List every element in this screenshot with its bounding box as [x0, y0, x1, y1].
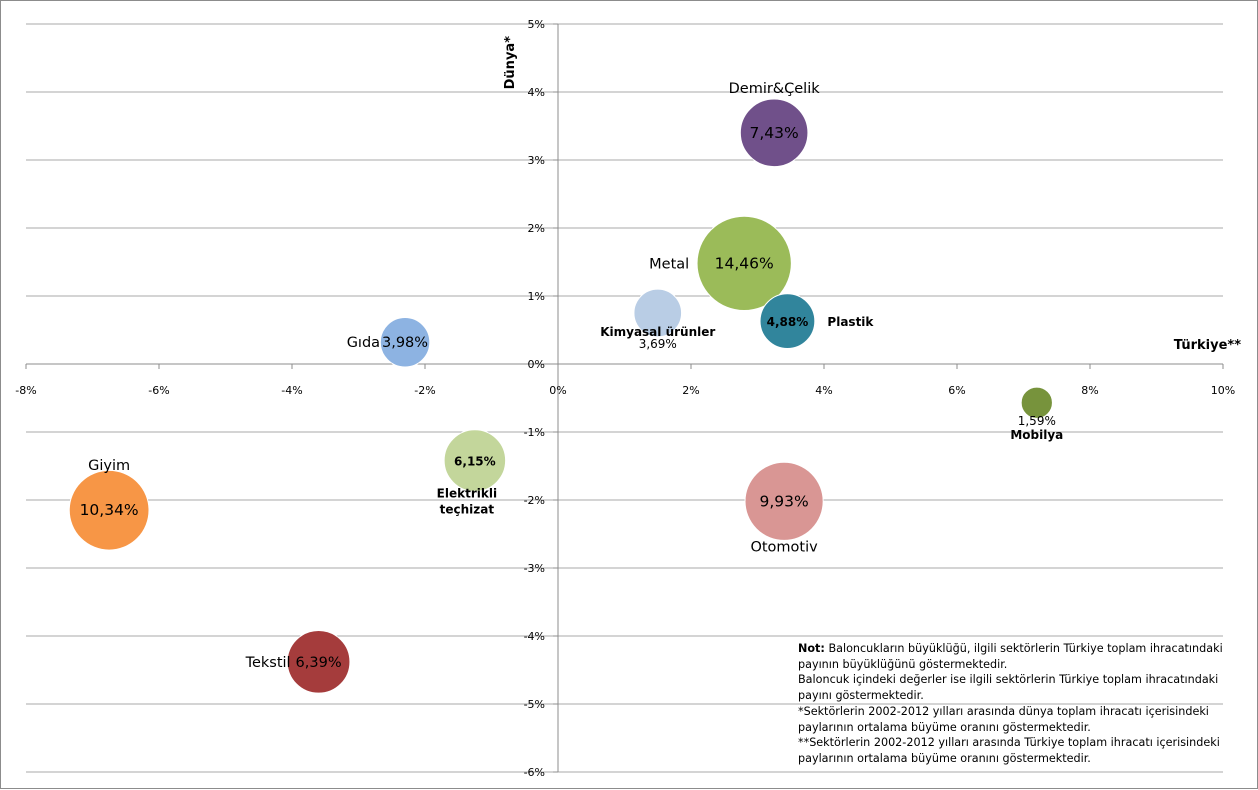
bubble: [286, 629, 351, 694]
bubble: [744, 461, 824, 541]
y-tick-label: -4%: [524, 630, 545, 643]
bubble: [759, 293, 816, 350]
note-line-2: Baloncuk içindeki değerler ise ilgili se…: [798, 673, 1219, 703]
bubble: [443, 429, 507, 492]
bubble-name-label: Gıda: [347, 335, 380, 351]
bubble: [739, 98, 809, 168]
bubble: [379, 317, 431, 368]
x-tick-label: 4%: [815, 384, 832, 397]
bubble-name-label: Demir&Çelik: [729, 81, 821, 97]
bubble: [633, 288, 683, 338]
bubble-value-label: 1,59%: [1018, 414, 1056, 428]
x-axis-title: Türkiye**: [1174, 338, 1241, 353]
y-tick-label: -2%: [524, 494, 545, 507]
x-tick-label: 0%: [549, 384, 566, 397]
y-tick-label: 2%: [528, 222, 545, 235]
x-tick-label: 6%: [948, 384, 965, 397]
bubble-value-label: 3,98%: [382, 335, 428, 351]
x-tick-label: 10%: [1211, 384, 1235, 397]
bubble-name-label: Metal: [649, 256, 689, 272]
bubble-value-label: 6,15%: [454, 455, 496, 469]
y-axis-title: Dünya*: [503, 36, 518, 90]
bubble-name-label: Mobilya: [1010, 428, 1063, 442]
bubble-value-label: 9,93%: [759, 492, 808, 510]
bubble-name-label: Elektrikli: [437, 487, 497, 501]
bubble-name-label: Giyim: [88, 458, 130, 474]
bubble-name-label: Tekstil: [245, 655, 291, 671]
y-tick-label: -3%: [524, 562, 545, 575]
bubble-value-label: 3,69%: [639, 337, 677, 351]
note-line-3: *Sektörlerin 2002-2012 yılları arasında …: [798, 704, 1209, 734]
y-tick-label: -5%: [524, 698, 545, 711]
note-text-1: Baloncukların büyüklüğü, ilgili sektörle…: [798, 642, 1223, 671]
x-tick-label: 8%: [1081, 384, 1098, 397]
x-tick-label: -6%: [148, 384, 169, 397]
x-tick-label: -8%: [15, 384, 36, 397]
x-tick-label: -2%: [414, 384, 435, 397]
bubble-value-label: 14,46%: [715, 254, 774, 272]
bubble: [1020, 386, 1053, 419]
x-tick-label: 2%: [682, 384, 699, 397]
bubble-name-label: Otomotiv: [750, 539, 818, 555]
note-title: Not:: [798, 642, 825, 655]
bubble-name-label: Kimyasal ürünler: [600, 325, 715, 339]
bubble-value-label: 4,88%: [767, 315, 809, 329]
x-tick-label: -4%: [281, 384, 302, 397]
bubble-value-label: 10,34%: [80, 501, 139, 519]
y-tick-label: -1%: [524, 426, 545, 439]
note-line-1: Not: Baloncukların büyüklüğü, ilgili sek…: [798, 641, 1253, 672]
bubble-value-label: 7,43%: [750, 124, 799, 142]
bubble-value-label: 6,39%: [296, 655, 342, 671]
y-tick-label: 5%: [528, 18, 545, 31]
bubble-name-label: teçhizat: [440, 503, 495, 517]
bubble: [696, 215, 792, 312]
y-tick-label: -6%: [524, 766, 545, 779]
y-tick-label: 0%: [528, 358, 545, 371]
y-tick-label: 3%: [528, 154, 545, 167]
y-tick-label: 4%: [528, 86, 545, 99]
bubble: [68, 469, 150, 551]
y-tick-label: 1%: [528, 290, 545, 303]
bubble-name-label: Plastik: [827, 315, 874, 329]
chart-note: Not: Baloncukların büyüklüğü, ilgili sek…: [798, 641, 1253, 767]
note-line-4: **Sektörlerin 2002-2012 yılları arasında…: [798, 736, 1220, 765]
